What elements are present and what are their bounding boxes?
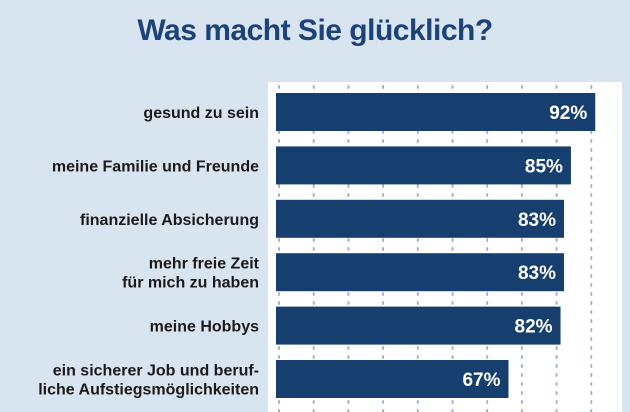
bar-value-label: 92%	[549, 103, 587, 124]
bar	[276, 360, 509, 398]
grid	[278, 85, 593, 412]
bar	[276, 146, 571, 185]
bars	[276, 93, 596, 398]
bar-value-label: 85%	[525, 156, 563, 177]
bar-value-label: 82%	[515, 317, 553, 338]
category-label: meine Hobbys	[150, 319, 259, 336]
category-label: ein sicherer Job und beruf-liche Aufstie…	[38, 363, 259, 399]
category-labels: gesund zu sein meine Familie und Freunde f…	[38, 105, 259, 399]
category-label: mehr freie Zeit für mich zu haben	[122, 256, 260, 292]
bar-value-label: 83%	[518, 263, 556, 284]
category-label: gesund zu sein	[143, 105, 259, 122]
bar	[276, 253, 565, 292]
bar-value-label: 83%	[518, 210, 556, 231]
bar	[276, 306, 561, 345]
value-labels: 92% 85% 83% 83% 82% 67%	[462, 103, 587, 391]
category-label: finanzielle Absicherung	[80, 212, 259, 229]
chart-title: Was macht Sie glücklich?	[137, 14, 493, 47]
bar	[276, 199, 565, 238]
bar-value-label: 67%	[462, 370, 500, 391]
category-label: meine Familie und Freunde	[52, 158, 259, 175]
bar	[276, 93, 596, 131]
plot-background	[268, 82, 622, 412]
